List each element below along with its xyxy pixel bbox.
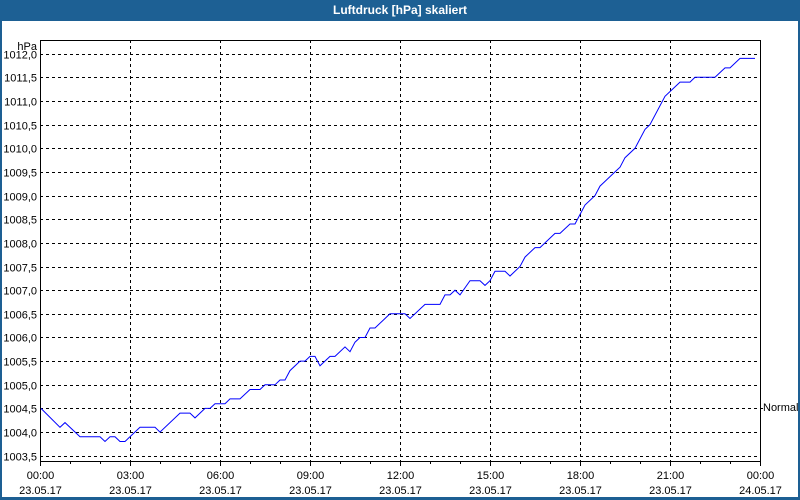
y-tick-label: 1005,5	[3, 357, 37, 369]
y-tick-label: 1009,5	[3, 168, 37, 180]
pressure-series-line	[40, 57, 755, 443]
x-tick-time-label: 15:00	[477, 470, 505, 482]
x-tick-date-label: 23.05.17	[649, 485, 692, 497]
x-tick-date-label: 23.05.17	[379, 485, 422, 497]
y-tick-label: 1005,0	[3, 381, 37, 393]
y-tick-label: 1007,5	[3, 263, 37, 275]
x-tick-date-label: 24.05.17	[739, 485, 782, 497]
x-tick-time-label: 06:00	[207, 470, 235, 482]
x-tick-time-label: 18:00	[567, 470, 595, 482]
x-tick-time-label: 09:00	[297, 470, 325, 482]
chart-title-bar: Luftdruck [hPa] skaliert	[0, 0, 800, 21]
y-tick-label: 1011,0	[4, 97, 37, 109]
y-tick-label: 1010,5	[3, 121, 37, 133]
y-tick-label: 1008,0	[3, 239, 37, 251]
y-tick-label: 1004,0	[3, 428, 37, 440]
x-tick-date-label: 23.05.17	[559, 485, 602, 497]
x-tick-time-label: 21:00	[657, 470, 685, 482]
x-tick-date-label: 23.05.17	[109, 485, 152, 497]
x-tick-date-label: 23.05.17	[289, 485, 332, 497]
y-tick-label: 1011,5	[4, 73, 37, 85]
y-tick-label: 1008,5	[3, 215, 37, 227]
reference-line-label: Normal	[763, 402, 798, 414]
x-tick-time-label: 12:00	[387, 470, 415, 482]
y-tick-label: 1012,0	[3, 50, 37, 62]
y-tick-label: 1010,0	[3, 144, 37, 156]
y-axis-unit-label: hPa	[17, 41, 37, 53]
plot-frame	[40, 40, 761, 462]
x-tick-date-label: 23.05.17	[199, 485, 242, 497]
chart-title: Luftdruck [hPa] skaliert	[332, 3, 468, 17]
y-tick-label: 1003,5	[3, 452, 37, 464]
y-tick-label: 1006,0	[3, 333, 37, 345]
y-tick-label: 1007,0	[3, 286, 37, 298]
x-tick-date-label: 23.05.17	[19, 485, 62, 497]
x-tick-time-label: 00:00	[747, 470, 775, 482]
x-tick-time-label: 00:00	[27, 470, 55, 482]
y-tick-label: 1004,5	[3, 404, 37, 416]
x-tick-time-label: 03:00	[117, 470, 145, 482]
x-tick-date-label: 23.05.17	[469, 485, 512, 497]
y-tick-label: 1006,5	[3, 310, 37, 322]
y-tick-label: 1009,0	[3, 192, 37, 204]
